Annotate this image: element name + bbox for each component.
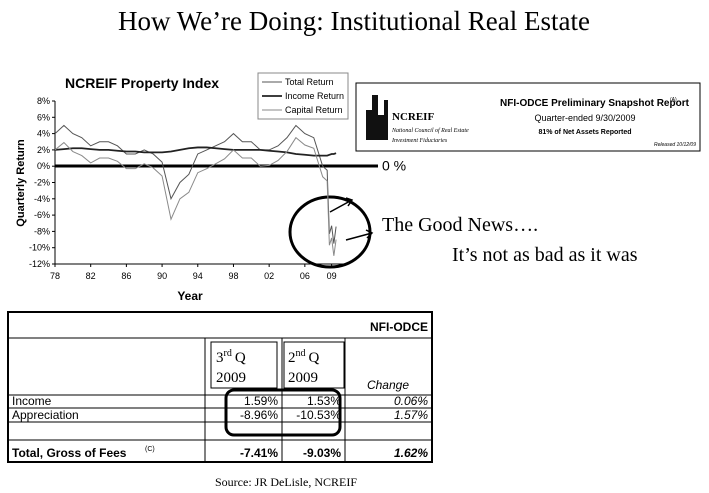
y-tick-label: -6% [34, 210, 50, 220]
x-tick-label: 78 [50, 271, 60, 281]
y-tick-label: 4% [37, 129, 50, 139]
x-tick-label: 98 [228, 271, 238, 281]
source: Source: JR DeLisle, NCREIF [215, 475, 357, 489]
snapshot-box [355, 82, 701, 152]
column-header: 2009 [216, 370, 246, 386]
cell: -10.53% [296, 408, 341, 422]
row-label: Income [12, 394, 52, 408]
legend-label: Total Return [285, 77, 334, 87]
y-axis-label: Quarterly Return [15, 139, 27, 227]
slide-title: How We’re Doing: Institutional Real Esta… [118, 6, 590, 36]
column-header: Change [367, 378, 409, 392]
cell: -7.41% [240, 446, 278, 460]
snapshot-text: Released 10/12/09 [654, 142, 696, 148]
y-tick-label: -10% [29, 243, 50, 253]
column-header: 2nd Q [288, 348, 320, 366]
x-tick-label: 94 [193, 271, 203, 281]
header-part: Q [309, 350, 320, 366]
row-label: Total, Gross of Fees [12, 446, 127, 460]
y-tick-label: -12% [29, 259, 50, 269]
series-line [54, 124, 337, 244]
header-part: nd [296, 348, 306, 359]
cell: -8.96% [240, 408, 278, 422]
annotation: It’s not as bad as it was [452, 244, 638, 266]
series-line [54, 146, 337, 157]
column-header: 2009 [288, 370, 318, 386]
arrow [329, 197, 354, 213]
cell: 1.53% [307, 394, 341, 408]
zero-annotation: 0 % [382, 158, 406, 174]
annotation: The Good News…. [382, 214, 538, 236]
table [7, 311, 433, 463]
row-label: Appreciation [12, 408, 79, 422]
column-header: 3rd Q [216, 348, 246, 366]
snapshot-text: Quarter-ended 9/30/2009 [534, 113, 635, 123]
table-body: Income 1.59% 1.53% 0.06% Appreciation -8.96% -… [12, 394, 428, 460]
cell: 0.06% [394, 394, 428, 408]
x-tick-label: 06 [300, 271, 310, 281]
chart-title: NCREIF Property Index [65, 75, 219, 91]
x-axis-label: Year [177, 289, 203, 303]
brand: NCREIF [392, 111, 434, 123]
y-tick-label: 0% [37, 161, 50, 171]
x-tick-label: 90 [157, 271, 167, 281]
cell: 1.59% [244, 394, 278, 408]
logo [366, 95, 388, 140]
legend: Total Return Income Return Capital Return [262, 77, 344, 115]
x-tick-label: 02 [264, 271, 274, 281]
arrow [345, 229, 374, 241]
header-part: 2 [288, 350, 296, 366]
note: (C) [145, 446, 155, 453]
snapshot-text: 81% of Net Assets Reported [538, 129, 631, 136]
table-title: NFI-ODCE [370, 320, 428, 334]
y-tick-label: 2% [37, 145, 50, 155]
snapshot-title: NFI-ODCE Preliminary Snapshot Report [500, 98, 690, 109]
note: (A) [670, 97, 677, 103]
legend-label: Capital Return [285, 105, 343, 115]
legend-label: Income Return [285, 91, 344, 101]
y-tick-label: -4% [34, 194, 50, 204]
x-tick-label: 86 [121, 271, 131, 281]
x-tick-label: 09 [327, 271, 337, 281]
header-part: rd [224, 348, 232, 359]
cell: 1.62% [394, 446, 428, 460]
cell: 1.57% [394, 408, 428, 422]
header-part: Q [235, 350, 246, 366]
y-tick-label: -8% [34, 226, 50, 236]
brand-text: National Council of Real Estate [391, 127, 469, 134]
header-part: 3 [216, 350, 224, 366]
series-line [54, 136, 337, 256]
y-tick-label: -2% [34, 178, 50, 188]
y-tick-label: 6% [37, 112, 50, 122]
brand-text: Investment Fiduciaries [391, 138, 448, 144]
y-tick-label: 8% [37, 96, 50, 106]
x-tick-label: 82 [86, 271, 96, 281]
cell: -9.03% [303, 446, 341, 460]
